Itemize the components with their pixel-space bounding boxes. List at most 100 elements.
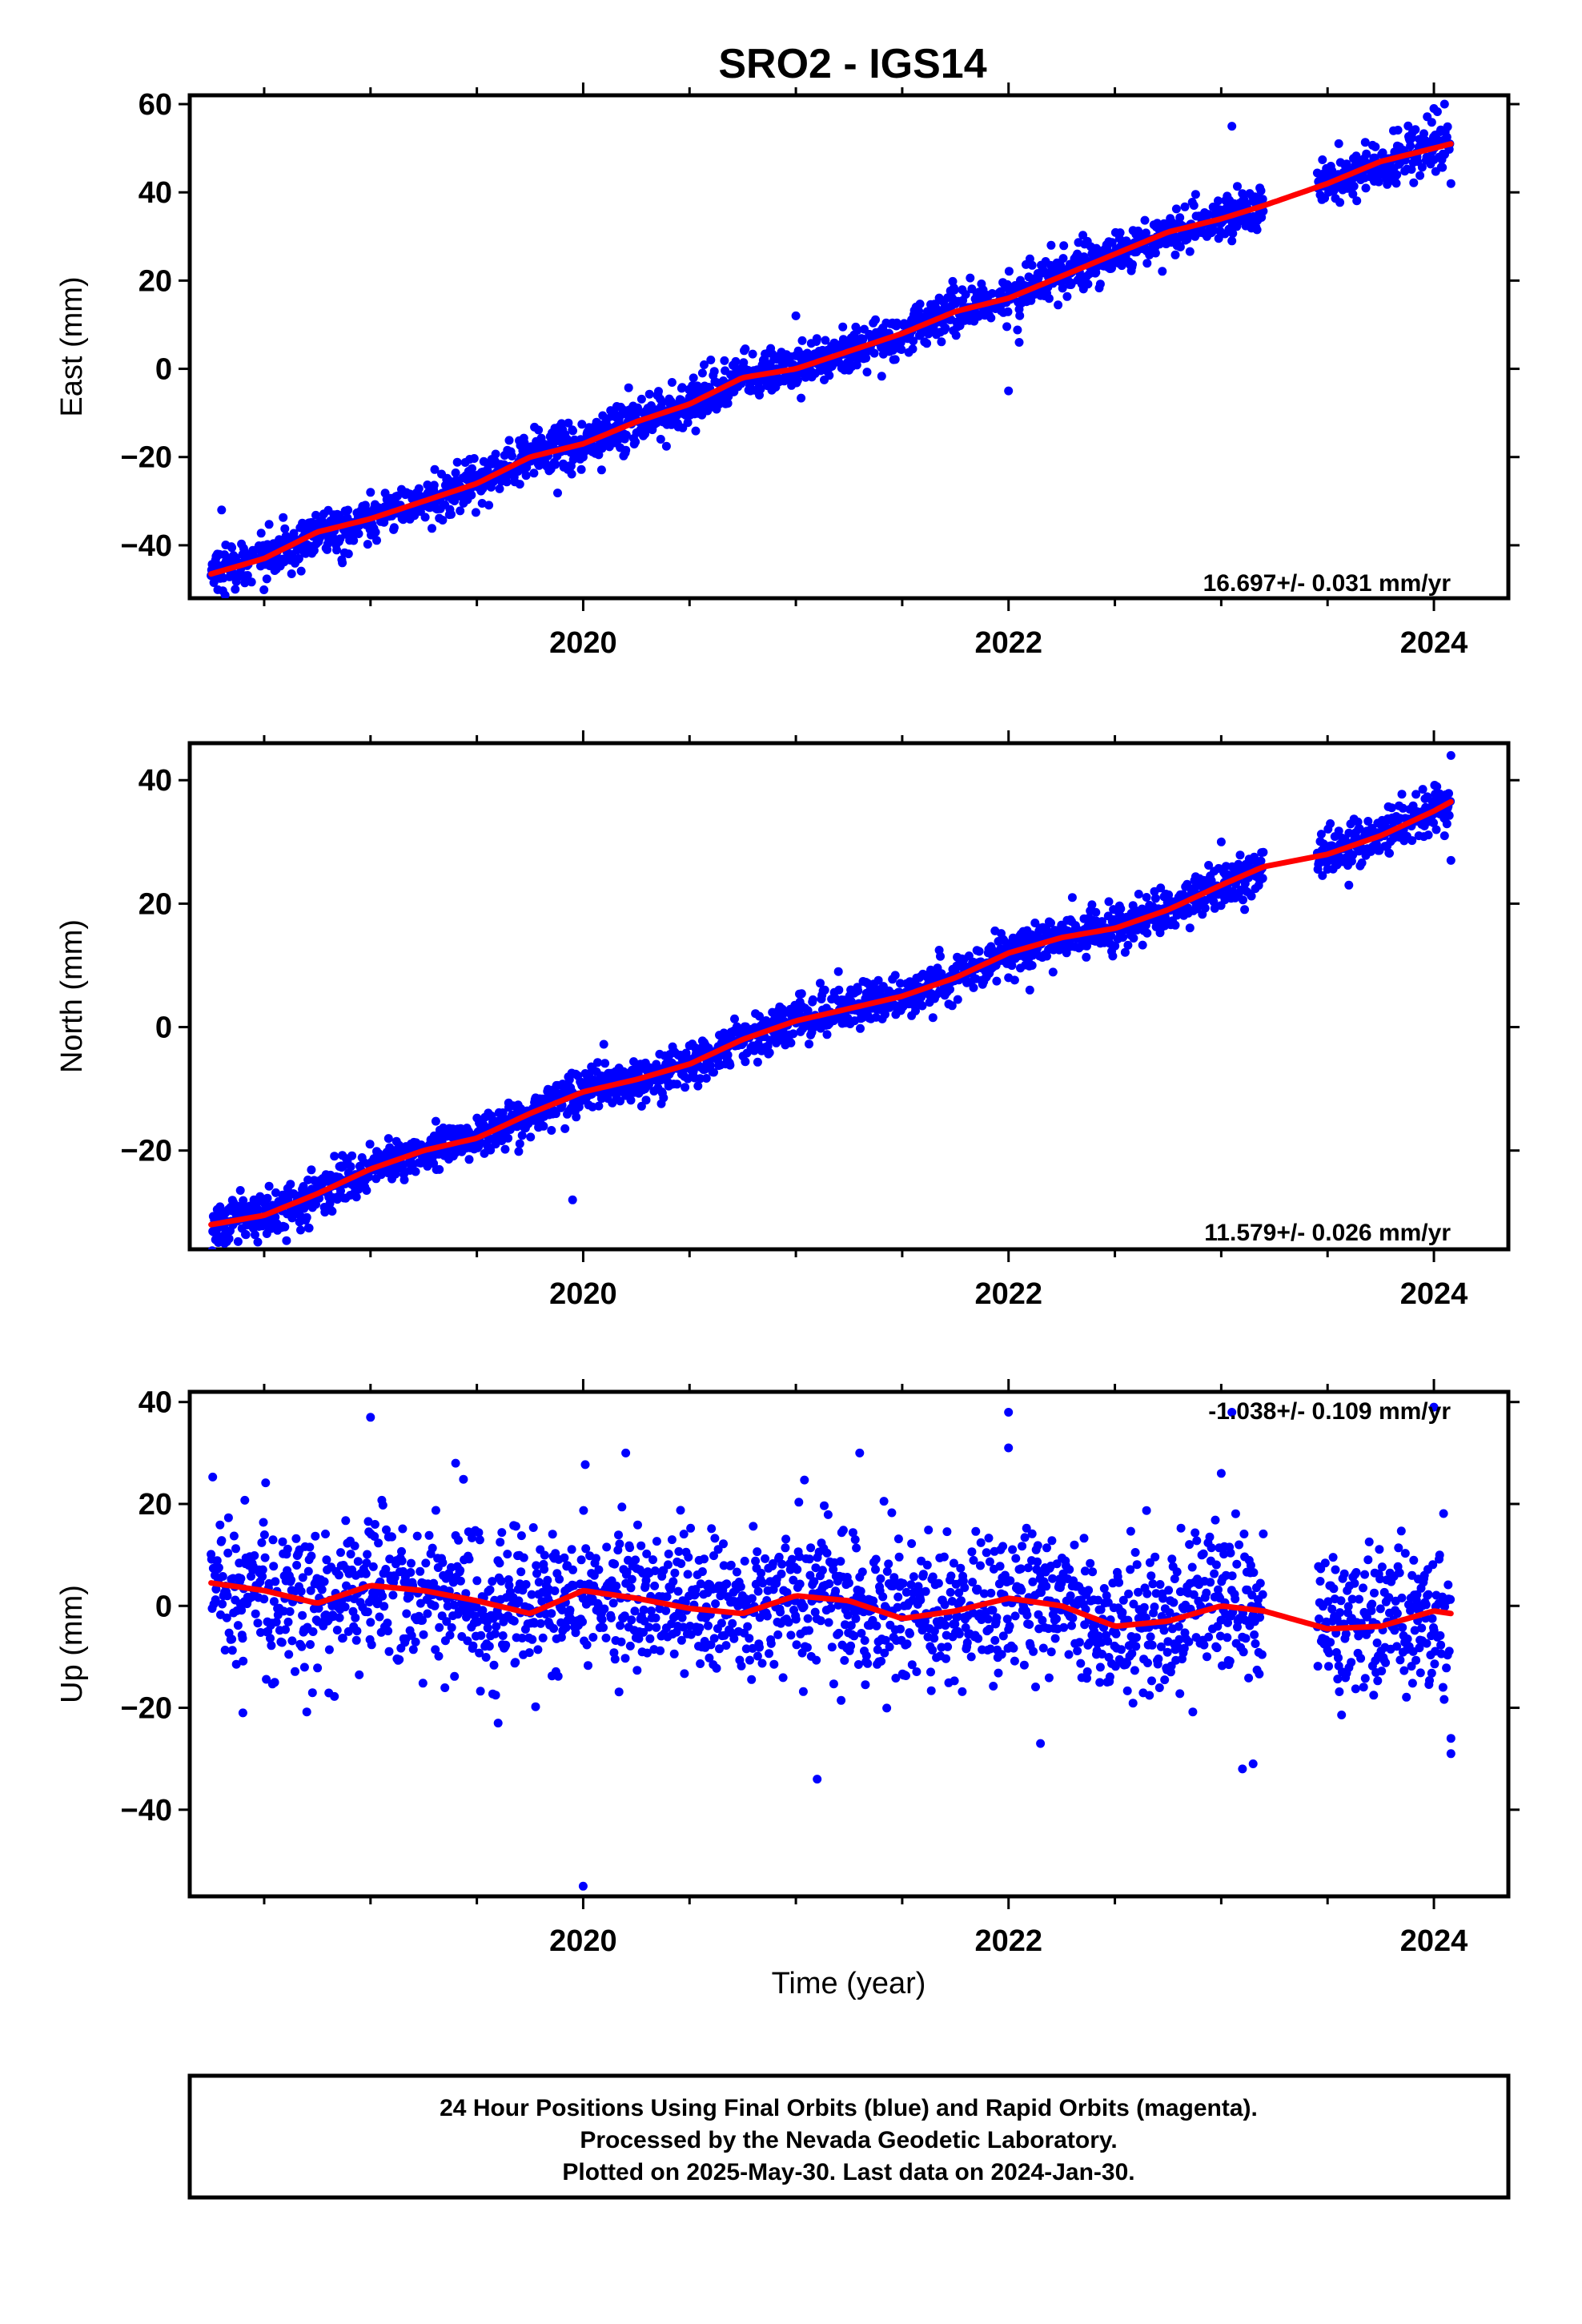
up-data-point (661, 1606, 671, 1615)
up-data-point (418, 1679, 428, 1688)
up-data-point (677, 1559, 686, 1568)
up-data-point (579, 1506, 588, 1515)
north-data-point (641, 1096, 651, 1105)
up-data-point (322, 1555, 331, 1565)
north-data-point (741, 1057, 750, 1067)
east-x-tick-label: 2024 (1400, 626, 1468, 660)
north-data-point (594, 1101, 604, 1111)
up-data-point (438, 1558, 448, 1567)
east-data-point (360, 501, 370, 510)
east-outlier-point (1439, 99, 1449, 109)
up-data-point (390, 1573, 400, 1582)
east-data-point (1256, 186, 1266, 195)
east-data-point (594, 450, 604, 460)
north-data-point (1429, 818, 1438, 827)
east-data-point (1406, 141, 1415, 151)
up-data-point (594, 1565, 604, 1574)
east-data-point (309, 545, 319, 555)
up-data-point (475, 1648, 484, 1658)
north-data-point (1355, 824, 1364, 834)
up-data-point (717, 1618, 726, 1628)
up-data-point (468, 1641, 478, 1651)
east-data-point (491, 449, 500, 459)
north-data-point (500, 1144, 510, 1154)
up-data-point (627, 1615, 636, 1625)
up-data-point (237, 1606, 247, 1615)
east-data-point (1013, 325, 1022, 335)
up-data-point (568, 1565, 577, 1574)
north-data-point (302, 1212, 311, 1222)
east-y-tick-label: 40 (139, 176, 172, 210)
east-outlier-point (1446, 179, 1456, 188)
up-data-point (492, 1622, 501, 1631)
up-data-point (729, 1634, 739, 1643)
east-data-point (451, 468, 460, 477)
up-data-point (632, 1666, 642, 1675)
up-data-point (540, 1550, 549, 1560)
up-data-point (378, 1591, 387, 1601)
up-data-point (231, 1659, 241, 1669)
up-data-point (610, 1559, 620, 1569)
north-data-point (705, 1060, 715, 1070)
up-data-point (610, 1655, 620, 1664)
up-data-point (630, 1606, 640, 1616)
north-data-point (636, 1101, 646, 1111)
up-data-point (430, 1601, 440, 1610)
up-x-tick-label: 2022 (974, 1924, 1042, 1958)
up-data-point (591, 1554, 600, 1563)
east-data-point (741, 344, 750, 354)
east-x-tick-label: 2020 (549, 626, 617, 660)
east-data-point (467, 490, 476, 500)
east-data-point (1159, 219, 1169, 228)
east-data-point (1142, 259, 1152, 268)
up-data-point (758, 1578, 768, 1588)
east-data-point (922, 339, 932, 348)
east-data-point (551, 460, 560, 469)
north-data-point (1442, 819, 1452, 829)
up-data-point (584, 1661, 592, 1671)
up-data-point (374, 1538, 383, 1548)
east-data-point (731, 356, 741, 366)
up-data-point (257, 1538, 267, 1547)
north-data-point (253, 1237, 263, 1247)
north-data-point (1200, 903, 1210, 913)
up-data-point (709, 1634, 719, 1643)
east-data-point (332, 545, 341, 555)
up-data-point (218, 1572, 227, 1581)
up-data-point (761, 1554, 770, 1563)
up-y-tick-label: 0 (155, 1590, 172, 1623)
up-data-point (749, 1522, 758, 1531)
up-data-point (478, 1606, 488, 1615)
north-data-point (1444, 789, 1453, 798)
up-data-point (416, 1566, 425, 1576)
east-data-point (280, 524, 290, 533)
up-data-point (674, 1546, 684, 1556)
up-data-point (614, 1687, 624, 1697)
north-outlier-point (664, 1053, 673, 1063)
up-data-point (615, 1539, 624, 1549)
east-data-point (700, 360, 709, 369)
up-data-point (680, 1669, 689, 1679)
east-data-point (502, 477, 512, 487)
up-data-point (644, 1622, 653, 1632)
north-data-point (572, 1112, 581, 1122)
up-data-point (214, 1563, 223, 1573)
north-data-point (599, 1039, 608, 1049)
east-data-point (950, 285, 959, 295)
north-data-point (1407, 836, 1417, 846)
north-data-point (1156, 883, 1166, 893)
east-data-point (1335, 198, 1345, 207)
up-data-point (428, 1543, 437, 1553)
up-data-point (496, 1538, 505, 1547)
up-data-point (753, 1547, 762, 1557)
up-data-point (612, 1581, 621, 1590)
up-data-point (669, 1649, 679, 1659)
east-data-point (1233, 182, 1242, 191)
east-data-point (636, 394, 646, 404)
up-data-point (652, 1537, 661, 1546)
north-data-point (364, 1172, 374, 1182)
east-data-point (621, 430, 631, 440)
up-data-point (748, 1643, 757, 1653)
